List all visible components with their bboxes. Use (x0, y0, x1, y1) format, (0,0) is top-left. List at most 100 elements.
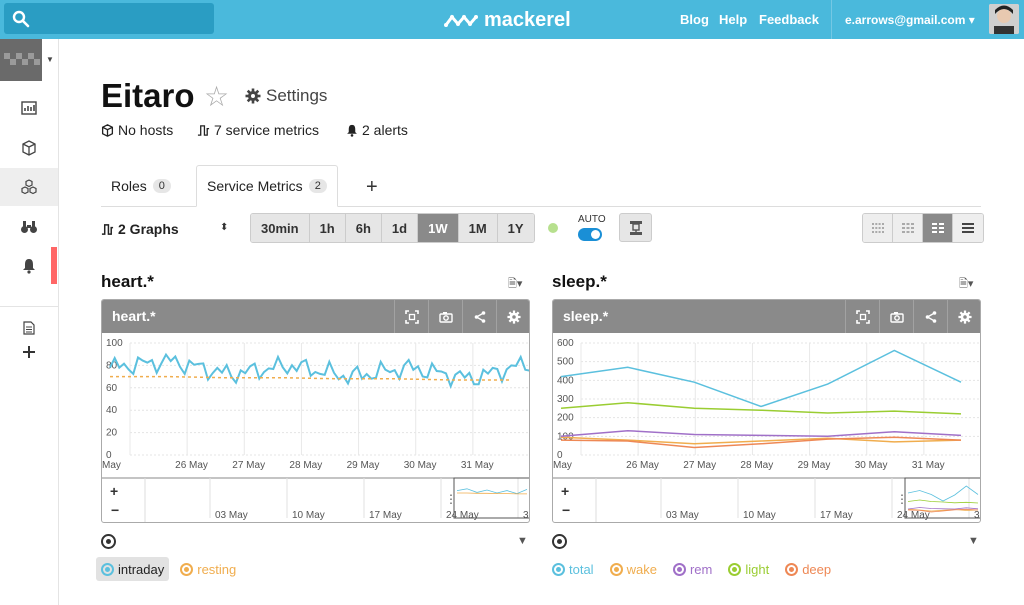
zoom-out-button: − (111, 502, 119, 518)
sidebar-item-hosts[interactable] (0, 129, 58, 167)
range-6h[interactable]: 6h (345, 214, 382, 242)
range-1m[interactable]: 1M (458, 214, 498, 242)
caret-down-icon[interactable]: ▼ (517, 535, 528, 547)
graph-panel-title: sleep.* (563, 308, 609, 324)
legend-item-total[interactable]: total (547, 557, 599, 581)
service-metrics-label: 7 service metrics (214, 122, 320, 138)
nav-help[interactable]: Help (719, 12, 748, 27)
share-button[interactable] (913, 300, 947, 333)
sidebar-item-docs[interactable] (0, 309, 58, 347)
pin-icon (629, 220, 642, 235)
navigator-tick-label: 3 (974, 510, 980, 521)
caret-down-icon[interactable]: ▼ (968, 535, 979, 547)
layout-4col-button[interactable] (863, 214, 893, 242)
chevron-down-icon[interactable]: ▼ (46, 55, 54, 64)
sidebar-item-add[interactable] (0, 333, 58, 371)
graph-select-value: 2 Graphs (118, 221, 179, 237)
mackerel-logo[interactable]: mackerel (444, 9, 571, 31)
range-1w[interactable]: 1W (418, 214, 459, 242)
legend-marker-icon (728, 562, 742, 576)
tab-roles[interactable]: Roles 0 (111, 165, 171, 207)
legend-item-rem[interactable]: rem (668, 557, 717, 581)
user-menu[interactable]: e.arrows@gmail.com ▾ (845, 13, 975, 27)
graph-panel-heart: heart.* 100 80 60 40 20 0 May 26 May 27 May 28 Ma… (101, 299, 530, 523)
x-tick-label: 27 May (683, 460, 716, 471)
document-icon (23, 321, 35, 335)
graph-title: sleep.* (552, 272, 607, 291)
legend-item-wake[interactable]: wake (605, 557, 662, 581)
sidebar-item-services[interactable] (0, 168, 58, 206)
nav-blog[interactable]: Blog (680, 12, 709, 27)
avatar[interactable] (989, 4, 1019, 34)
service-metrics-count[interactable]: 7 service metrics (197, 122, 319, 138)
legend-sleep: total wake rem light deep (547, 557, 836, 581)
legend-item-intraday[interactable]: intraday (96, 557, 170, 581)
legend-label: light (745, 561, 770, 577)
gear-icon (957, 309, 972, 324)
navigator-handle: ⋮ (896, 492, 908, 506)
snapshot-button[interactable] (879, 300, 913, 333)
search-input[interactable] (4, 3, 214, 34)
nav-feedback[interactable]: Feedback (759, 12, 819, 27)
sidebar-item-alerts[interactable] (0, 247, 58, 285)
range-1d[interactable]: 1d (381, 214, 419, 242)
navigator-tick-label: 03 May (215, 510, 248, 521)
auto-refresh-toggle[interactable] (578, 228, 602, 241)
range-1h[interactable]: 1h (309, 214, 346, 242)
share-button[interactable] (462, 300, 496, 333)
alerts-count[interactable]: 2 alerts (346, 122, 408, 138)
search-icon (12, 10, 30, 28)
y-tick-label: 500 (557, 357, 574, 368)
cube-icon (101, 123, 114, 137)
graph-menu-icon[interactable]: 🗎▾ (508, 278, 523, 290)
hosts-count[interactable]: No hosts (101, 122, 173, 138)
tab-roles-label: Roles (111, 178, 147, 194)
sidebar-item-monitors[interactable] (0, 208, 58, 246)
graph-select[interactable]: 2 Graphs (101, 221, 179, 237)
graph-menu-icon[interactable]: 🗎▾ (959, 278, 974, 290)
radio-icon[interactable] (101, 534, 116, 549)
org-switcher[interactable] (0, 39, 42, 81)
graph-settings-button[interactable] (496, 300, 529, 333)
legend-item-deep[interactable]: deep (780, 557, 836, 581)
legend-marker-icon (552, 562, 565, 576)
y-tick-label: 300 (557, 394, 574, 405)
layout-2col-button[interactable] (923, 214, 953, 242)
select-arrows-icon[interactable]: ⬍ (220, 222, 229, 233)
grid-4-icon (871, 223, 884, 233)
series-line-total (560, 349, 962, 408)
navigator-tick-label: 17 May (369, 510, 402, 521)
tab-service-metrics[interactable]: Service Metrics 2 (196, 165, 338, 207)
star-icon[interactable]: ☆ (204, 81, 230, 112)
layout-3col-button[interactable] (893, 214, 923, 242)
pin-button[interactable] (619, 213, 652, 242)
navigator-tick-label: 10 May (743, 510, 776, 521)
graph-panel-title: heart.* (112, 308, 156, 324)
legend-marker-icon (101, 562, 114, 576)
range-1y[interactable]: 1Y (497, 214, 534, 242)
legend-label: intraday (118, 561, 165, 577)
layout-1col-button[interactable] (953, 214, 983, 242)
add-tab-button[interactable]: + (366, 176, 378, 198)
auto-label: AUTO (578, 214, 606, 225)
graph-settings-button[interactable] (947, 300, 980, 333)
legend-item-light[interactable]: light (723, 557, 774, 581)
y-tick-label: 60 (106, 383, 118, 394)
legend-marker-icon (609, 562, 623, 576)
sidebar-item-dashboard[interactable] (0, 89, 58, 127)
radio-icon[interactable] (552, 534, 567, 549)
tab-service-metrics-label: Service Metrics (207, 178, 303, 194)
settings-link[interactable]: Settings (245, 86, 327, 106)
range-30min[interactable]: 30min (251, 214, 310, 242)
cube-icon (22, 140, 36, 156)
zoom-button[interactable] (394, 300, 428, 333)
y-tick-label: 20 (106, 428, 118, 439)
x-tick-label: 27 May (232, 460, 265, 471)
legend-item-resting[interactable]: resting (175, 557, 241, 581)
series-line-wake (560, 436, 962, 445)
legend-label: rem (689, 561, 713, 577)
snapshot-button[interactable] (428, 300, 462, 333)
zoom-button[interactable] (845, 300, 879, 333)
